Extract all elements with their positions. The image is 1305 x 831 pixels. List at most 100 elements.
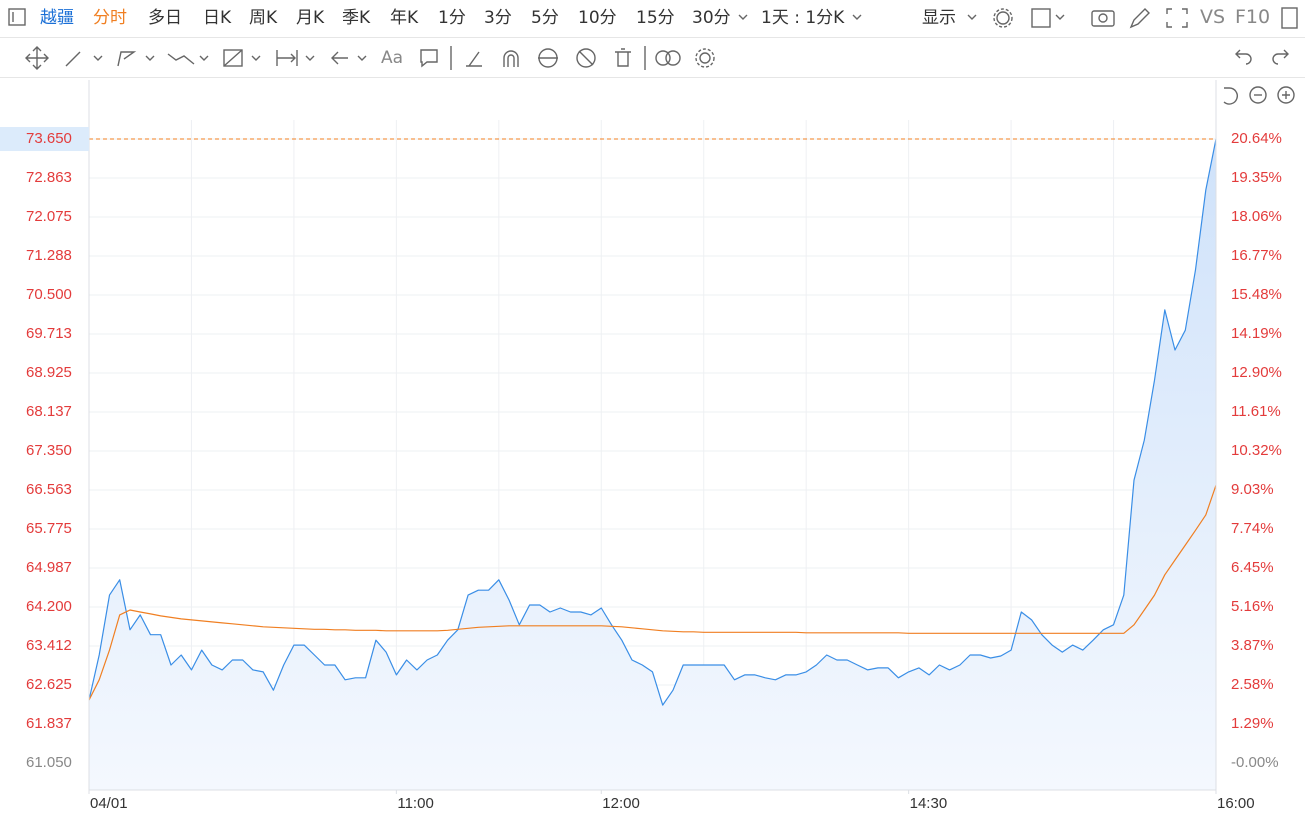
- wave-tool[interactable]: [167, 53, 195, 65]
- y2-tick-label: 1.29%: [1231, 715, 1274, 732]
- chevron[interactable]: [199, 55, 209, 61]
- camera-icon[interactable]: [1091, 10, 1115, 27]
- price-line: [88, 138, 1217, 706]
- y2-tick-label: 20.64%: [1231, 130, 1282, 147]
- y2-tick-label: 3.87%: [1231, 637, 1274, 654]
- chart-settings: [695, 48, 715, 68]
- period-tab[interactable]: 季K: [342, 8, 371, 28]
- camera-icon: [1098, 13, 1108, 23]
- y-tick-label: 72.075: [26, 208, 72, 225]
- chevron[interactable]: [145, 55, 155, 61]
- undo[interactable]: [1235, 49, 1252, 65]
- y2-tick-label: 11.61%: [1231, 403, 1281, 420]
- color-icon[interactable]: [1031, 8, 1051, 28]
- zoom-in: [1282, 91, 1290, 99]
- chart-settings[interactable]: [699, 52, 711, 64]
- x-tick-label: 16:00: [1217, 795, 1255, 812]
- chevron[interactable]: [967, 14, 977, 20]
- y-tick-label: 71.288: [26, 247, 72, 264]
- settings-icon[interactable]: [996, 11, 1010, 25]
- polyline-tool[interactable]: [117, 51, 137, 67]
- display-menu[interactable]: 显示: [922, 8, 956, 28]
- comment-tool[interactable]: [420, 49, 438, 68]
- y-tick-label: 69.713: [26, 325, 72, 342]
- chevron[interactable]: [1055, 14, 1065, 20]
- zoom-out[interactable]: [1249, 86, 1267, 104]
- f10-button[interactable]: F10: [1235, 6, 1271, 28]
- arrow-tool[interactable]: [331, 51, 348, 65]
- y2-tick-label: 12.90%: [1231, 364, 1282, 381]
- line-tool[interactable]: [65, 51, 81, 67]
- drawing-toolbar: Aa: [0, 38, 1305, 78]
- pencil-icon[interactable]: [1129, 8, 1150, 29]
- period-tab[interactable]: 多日: [148, 8, 182, 28]
- chevron[interactable]: [357, 55, 367, 61]
- chevron[interactable]: [738, 14, 748, 20]
- price-area: [89, 139, 1216, 790]
- y2-tick-label: 2.58%: [1231, 676, 1274, 693]
- settings-icon: [993, 8, 1013, 28]
- y2-tick-label: 18.06%: [1231, 208, 1282, 225]
- period-tab[interactable]: 30分: [692, 8, 731, 28]
- y-tick-label: 73.650: [26, 130, 72, 147]
- move-tool[interactable]: [25, 46, 49, 70]
- y-tick-label: 63.412: [26, 637, 72, 654]
- y2-tick-label: 7.74%: [1231, 520, 1274, 537]
- hide-tool[interactable]: [576, 48, 596, 68]
- zoom-in[interactable]: [1277, 86, 1295, 104]
- y2-tick-label: 16.77%: [1231, 247, 1282, 264]
- period-tab[interactable]: 15分: [636, 8, 675, 28]
- y2-tick-label: 9.03%: [1231, 481, 1274, 498]
- x-tick-label: 04/01: [90, 795, 128, 812]
- period-tab[interactable]: 年K: [390, 8, 419, 28]
- period-toolbar: 越疆 分时 多日 日K 周K 月K 季K 年K 1分 3分 5分 10分 15分…: [0, 0, 1305, 38]
- period-tab[interactable]: 1分: [438, 8, 466, 28]
- angle-tool[interactable]: [466, 51, 482, 67]
- measure-tool[interactable]: [276, 50, 298, 66]
- average-line: [88, 485, 1217, 701]
- y2-tick-label: 5.16%: [1231, 598, 1274, 615]
- period-tab[interactable]: 周K: [249, 8, 278, 28]
- compare-tool[interactable]: [655, 50, 671, 66]
- reset-zoom[interactable]: [1223, 87, 1238, 105]
- y-tick-label: 72.863: [26, 169, 72, 186]
- chevron[interactable]: [93, 55, 103, 61]
- y2-tick-label: 19.35%: [1231, 169, 1282, 186]
- fib-tool: [223, 49, 243, 67]
- interval-select[interactable]: 1天 : 1分K: [761, 8, 845, 28]
- chevron[interactable]: [305, 55, 315, 61]
- y-tick-label: 68.137: [26, 403, 72, 420]
- x-tick-label: 11:00: [397, 795, 433, 812]
- redo[interactable]: [1272, 49, 1289, 65]
- toolbar-icons: [8, 7, 1298, 105]
- vs-button[interactable]: VS: [1200, 6, 1226, 28]
- chevron[interactable]: [251, 55, 261, 61]
- y-tick-label: 62.625: [26, 676, 72, 693]
- current-price-highlight: [0, 127, 89, 152]
- y-tick-label: 61.837: [26, 715, 72, 732]
- period-tab[interactable]: 10分: [578, 8, 617, 28]
- period-tab[interactable]: 3分: [484, 8, 512, 28]
- fib-tool[interactable]: [223, 49, 243, 67]
- y2-tick-label: 14.19%: [1231, 325, 1282, 342]
- period-tab[interactable]: 日K: [203, 8, 232, 28]
- period-tab[interactable]: 5分: [531, 8, 559, 28]
- panel-icon[interactable]: [8, 8, 26, 26]
- y2-tick-label: -0.00%: [1231, 754, 1279, 771]
- period-tab[interactable]: 分时: [93, 8, 127, 28]
- y-tick-label: 70.500: [26, 286, 72, 303]
- chevron[interactable]: [852, 14, 862, 20]
- y-tick-label: 64.987: [26, 559, 72, 576]
- magnet-tool[interactable]: [503, 50, 519, 67]
- y-tick-label: 66.563: [26, 481, 72, 498]
- y-tick-label: 65.775: [26, 520, 72, 537]
- delete-tool[interactable]: [615, 48, 631, 67]
- text-tool[interactable]: Aa: [381, 48, 404, 68]
- panel-icon[interactable]: [1281, 7, 1298, 29]
- fullscreen-icon[interactable]: [1166, 8, 1188, 28]
- symbol-tab[interactable]: 越疆: [40, 8, 74, 28]
- period-tab[interactable]: 月K: [296, 8, 325, 28]
- x-tick-label: 12:00: [602, 795, 640, 812]
